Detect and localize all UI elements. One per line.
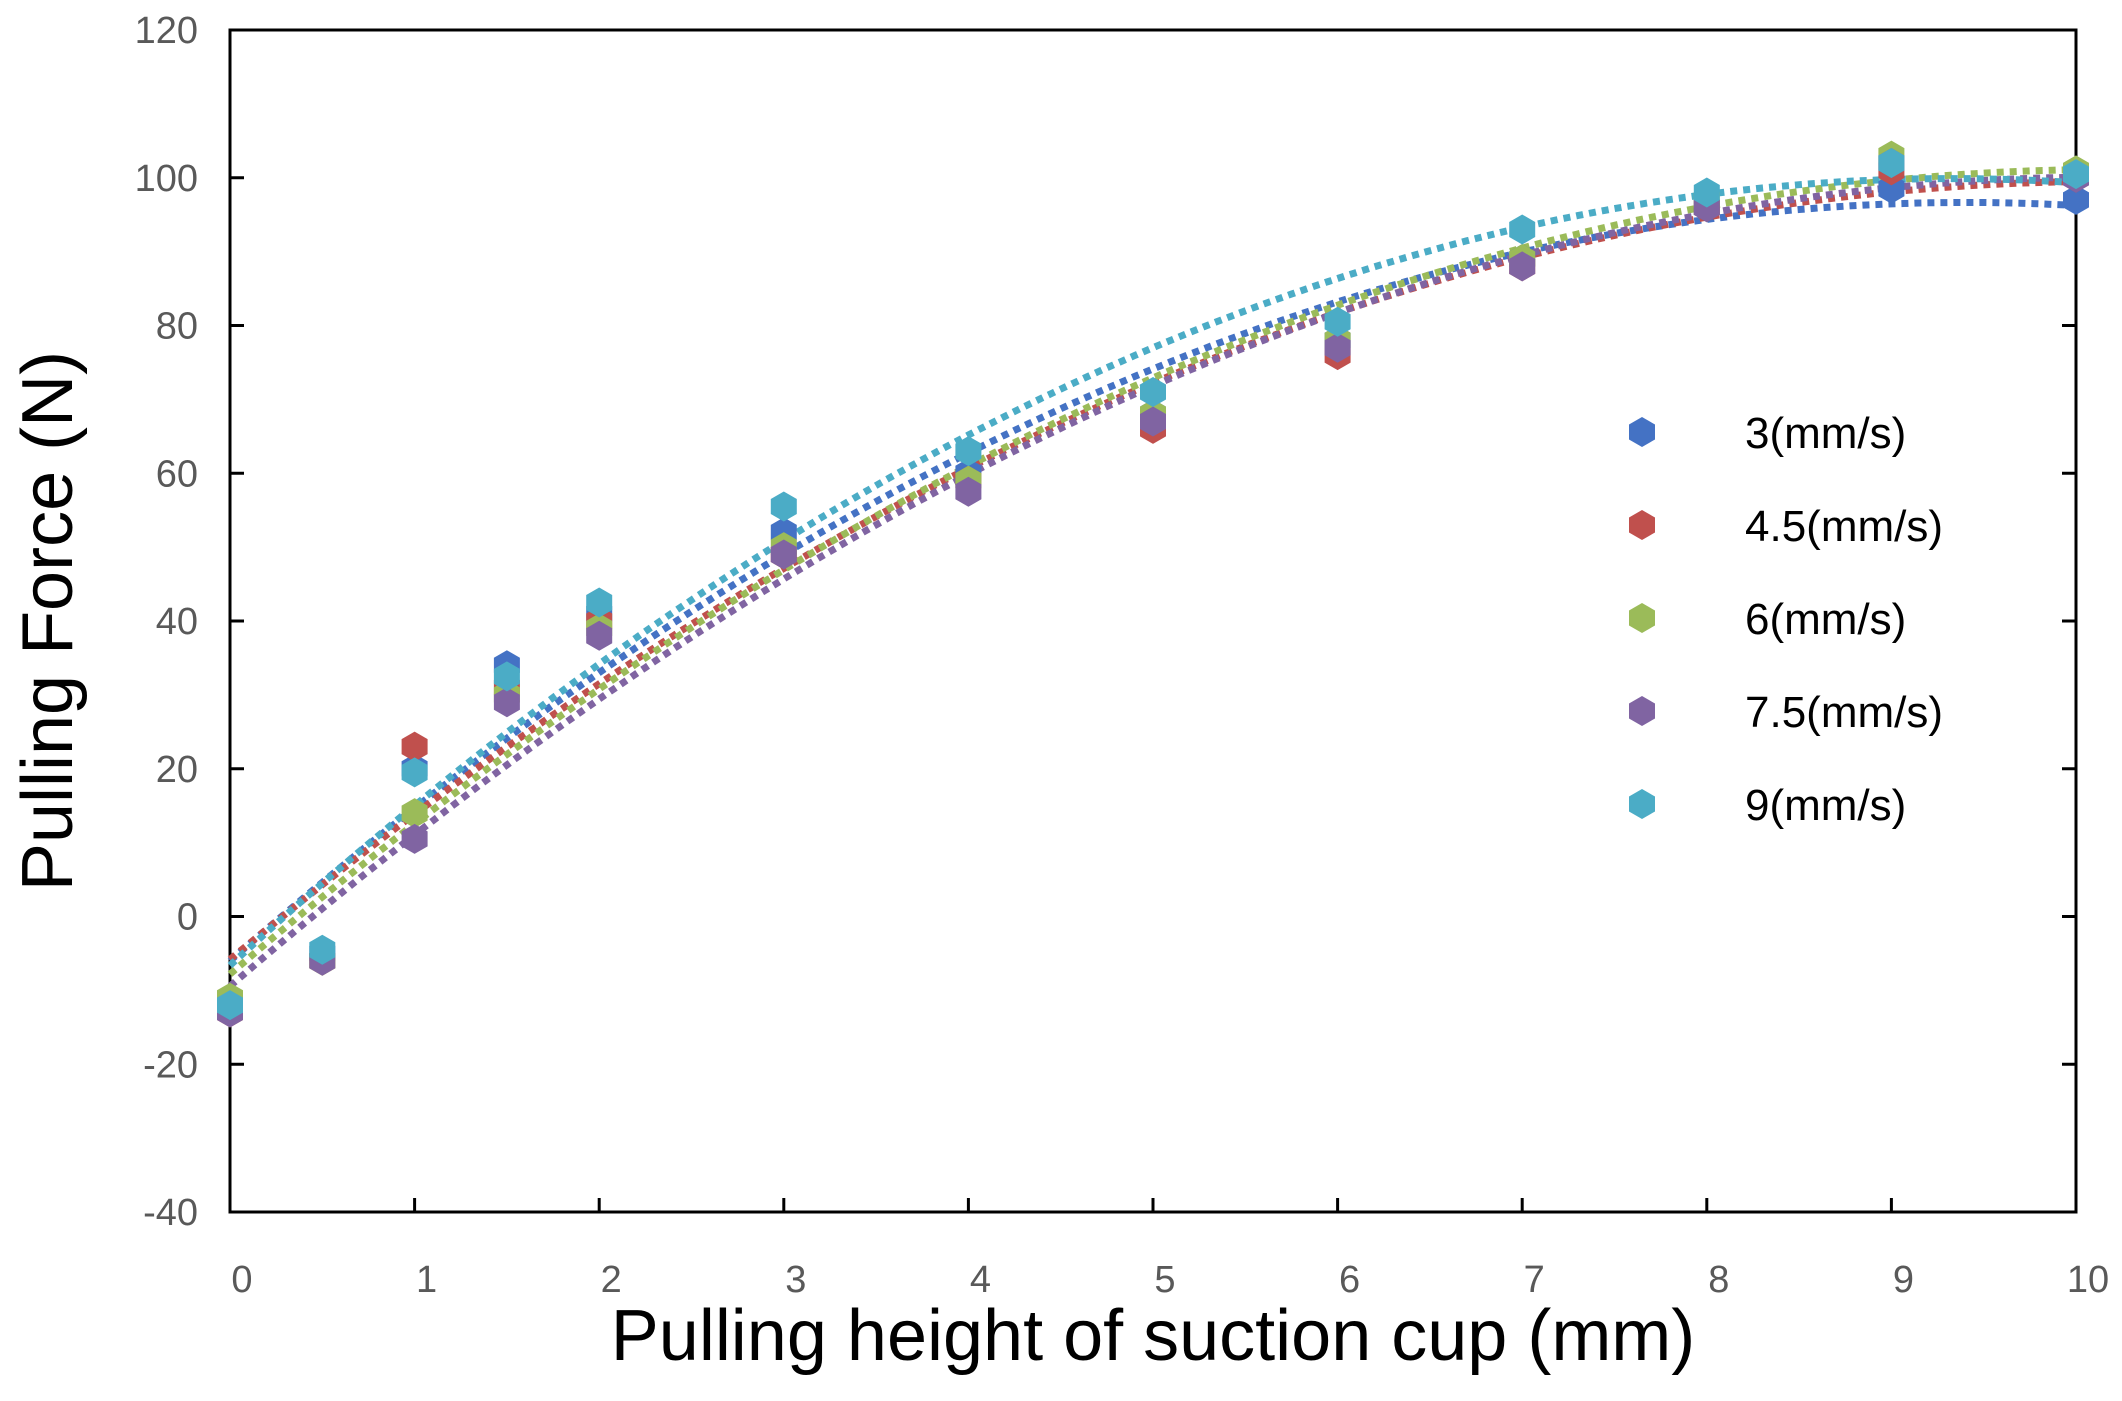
x-tick-label: 5: [1154, 1259, 1175, 1301]
data-point-series-5: [1509, 214, 1536, 245]
data-point-series-1: [2063, 184, 2089, 215]
x-tick-label: 0: [231, 1259, 252, 1301]
data-point-series-5: [1878, 148, 1905, 178]
data-point-series-5: [401, 757, 428, 788]
data-point-series-4: [493, 687, 520, 718]
data-point-series-4: [1140, 406, 1166, 437]
data-point-series-5: [309, 934, 336, 965]
trendline-series-5: [227, 175, 2077, 968]
legend-marker: [1629, 603, 1655, 633]
data-point-series-2: [401, 731, 428, 762]
x-tick-label: 2: [601, 1259, 622, 1301]
trendline-series-3: [227, 166, 2077, 977]
legend-marker: [1629, 696, 1655, 726]
data-point-series-4: [770, 539, 797, 570]
data-point-series-4: [1509, 251, 1536, 282]
legend-marker: [1629, 789, 1655, 819]
legend-label: 7.5(mm/s): [1745, 688, 1943, 737]
x-tick-label: 3: [785, 1259, 806, 1301]
data-point-series-5: [1693, 177, 1720, 208]
y-tick-label: 60: [156, 453, 198, 495]
y-tick-label: 80: [156, 306, 198, 348]
y-tick-label: -40: [143, 1192, 198, 1234]
data-point-series-5: [1324, 306, 1351, 337]
data-point-series-4: [1324, 332, 1351, 363]
legend-marker: [1629, 417, 1655, 447]
y-tick-label: 120: [135, 10, 198, 52]
data-point-series-5: [217, 990, 243, 1021]
data-point-series-5: [493, 661, 520, 692]
legend-label: 6(mm/s): [1745, 595, 1906, 644]
x-tick-label: 1: [416, 1259, 437, 1301]
x-tick-labels: 0 1 2 3 4 5 6 7 8 9 10: [231, 1259, 2109, 1301]
data-point-series-5: [1140, 377, 1166, 407]
trendlines: [227, 166, 2077, 989]
legend-marker: [1629, 510, 1655, 540]
trendline-series-1: [227, 199, 2077, 964]
legend: 3(mm/s) 4.5(mm/s) 6(mm/s) 7.5(mm/s) 9(mm/s): [1629, 409, 1943, 830]
trendline-series-2: [227, 178, 2077, 963]
y-tick-labels: 120 100 80 60 40 20 0 -20 -40: [135, 10, 198, 1234]
y-tick-label: -20: [143, 1044, 198, 1086]
legend-label: 9(mm/s): [1745, 781, 1906, 830]
data-point-series-4: [586, 620, 613, 651]
data-point-series-4: [955, 476, 982, 507]
data-point-series-3: [401, 798, 428, 829]
x-tick-label: 9: [1893, 1259, 1914, 1301]
x-tick-label: 10: [2067, 1259, 2109, 1301]
y-axis-title: Pulling Force (N): [8, 351, 88, 891]
y-tick-label: 40: [156, 601, 198, 643]
legend-label: 4.5(mm/s): [1745, 502, 1943, 551]
y-tick-label: 100: [135, 158, 198, 200]
x-tick-label: 8: [1708, 1259, 1729, 1301]
x-axis-title: Pulling height of suction cup (mm): [611, 1296, 1696, 1376]
y-tick-label: 0: [177, 897, 198, 939]
data-point-series-4: [401, 823, 428, 854]
x-tick-label: 7: [1524, 1259, 1545, 1301]
x-tick-label: 6: [1339, 1259, 1360, 1301]
data-point-series-5: [955, 436, 982, 467]
y-tick-label: 20: [156, 749, 198, 791]
axis-ticks: [228, 28, 2078, 1214]
data-points: [217, 140, 2089, 1028]
legend-label: 3(mm/s): [1745, 409, 1906, 458]
x-tick-label: 4: [970, 1259, 991, 1301]
data-point-series-5: [770, 491, 797, 522]
data-point-series-5: [2063, 159, 2089, 190]
data-point-series-5: [586, 587, 613, 618]
trendline-series-4: [227, 173, 2077, 989]
